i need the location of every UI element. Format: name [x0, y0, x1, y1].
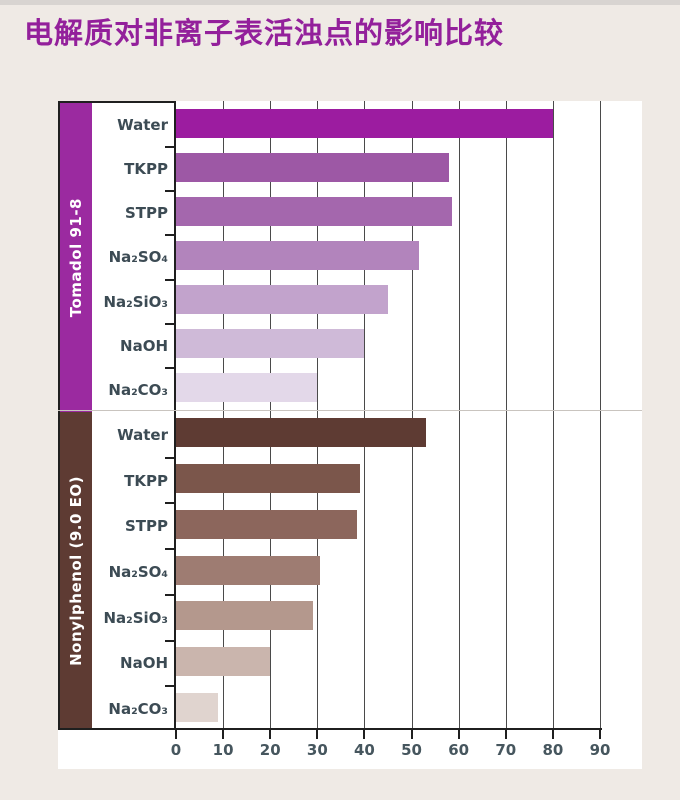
category-label: NaOH [120, 654, 168, 673]
y-axis-tick [165, 278, 176, 281]
gridline [552, 101, 554, 730]
x-axis-tick [551, 730, 554, 739]
gridline [411, 101, 413, 730]
category-label: TKPP [124, 471, 168, 490]
category-label: Water [117, 425, 168, 444]
gridline [505, 101, 507, 730]
bar [176, 108, 553, 138]
gridline [270, 101, 272, 730]
y-axis-tick [165, 593, 176, 596]
y-axis-tick [165, 190, 176, 193]
x-axis-tick [363, 730, 366, 739]
x-axis-tick [599, 730, 601, 739]
bar [176, 196, 452, 226]
gridline [223, 101, 225, 730]
bar [176, 509, 358, 539]
x-tick-label: 30 [306, 741, 328, 759]
y-axis-tick [165, 366, 176, 369]
x-tick-label: 70 [495, 741, 517, 759]
y-axis-tick [165, 548, 176, 551]
gridline [600, 101, 601, 730]
category-label: Water [117, 116, 168, 135]
bar [176, 373, 318, 403]
chart-block: Tomadol 91-8 Water TKPP STPP Na₂SO₄ Na₂SiO₃ Na… [58, 101, 642, 769]
x-axis-tick [410, 730, 413, 739]
bar [176, 692, 219, 722]
x-axis-tick [457, 730, 460, 739]
bar [176, 464, 360, 494]
y-axis-tick [165, 685, 176, 688]
category-label: Na₂SiO₃ [103, 292, 168, 311]
group-band-label: Tomadol 91-8 [67, 197, 85, 318]
group-band-label: Nonylphenol (9.0 EO) [67, 476, 85, 666]
bar [176, 418, 426, 448]
bar [176, 241, 419, 270]
window-top-edge [0, 0, 680, 5]
category-label: Na₂CO₃ [108, 700, 168, 719]
plot-area [176, 101, 642, 730]
category-label: TKPP [124, 160, 168, 179]
category-label: STPP [124, 517, 168, 536]
x-tick-label: 80 [542, 741, 564, 759]
bar [176, 555, 320, 585]
x-tick-label: 40 [354, 741, 375, 759]
x-tick-label: 60 [448, 741, 470, 759]
x-axis-tick [269, 730, 272, 739]
y-axis-tick [165, 456, 176, 459]
gridline [317, 101, 319, 730]
bar [176, 601, 313, 631]
y-axis-tick [165, 502, 176, 505]
y-axis-tick [165, 639, 176, 642]
y-axis-tick [165, 234, 176, 237]
category-label: Na₂SiO₃ [103, 608, 168, 627]
category-label: NaOH [120, 336, 168, 355]
category-axis-box: Tomadol 91-8 Water TKPP STPP Na₂SO₄ Na₂SiO₃ Na… [58, 101, 176, 730]
y-axis-tick [165, 146, 176, 149]
x-tick-label: 10 [212, 741, 234, 759]
gridline [364, 101, 366, 730]
x-tick-label: 90 [589, 741, 611, 759]
category-label: Na₂SO₄ [108, 562, 168, 581]
group-band: Tomadol 91-8 [60, 103, 92, 412]
gridline [458, 101, 460, 730]
x-axis-line [58, 728, 602, 730]
x-axis-tick [175, 730, 177, 739]
bar [176, 646, 271, 676]
x-tick-label: 0 [170, 741, 182, 759]
bar [176, 329, 365, 359]
category-label: Na₂CO₃ [108, 380, 168, 399]
bar [176, 152, 450, 182]
x-axis-tick [316, 730, 319, 739]
x-tick-label: 50 [401, 741, 422, 759]
y-axis-tick [165, 322, 176, 325]
group-divider-line [58, 410, 642, 411]
chart-title: 电解质对非离子表活浊点的影响比较 [24, 16, 505, 50]
x-axis-tick [222, 730, 225, 739]
group-band: Nonylphenol (9.0 EO) [60, 412, 92, 730]
category-label: Na₂SO₄ [108, 248, 168, 267]
x-axis-tick [504, 730, 507, 739]
x-tick-label: 20 [259, 741, 281, 759]
category-label: STPP [124, 204, 168, 223]
bar [176, 285, 388, 315]
